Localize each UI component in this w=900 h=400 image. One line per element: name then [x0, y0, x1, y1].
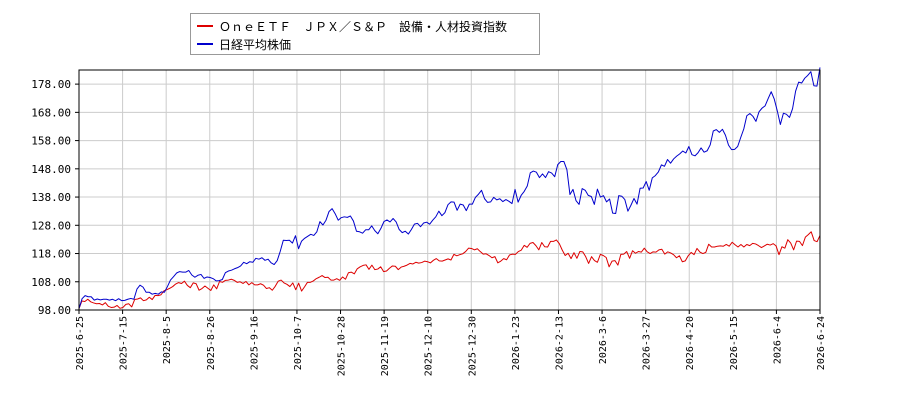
legend-label-onetf: ＯｎｅＥＴＦ ＪＰＸ／Ｓ＆Ｐ 設備・人材投資指数 [219, 19, 508, 34]
legend-swatch-red [197, 25, 213, 27]
x-tick-label: 2026-6-24 [816, 316, 827, 370]
series-line-1 [78, 67, 821, 309]
x-tick-label: 2025-9-16 [249, 316, 260, 370]
series-layer [78, 67, 821, 309]
y-tick-label: 178.00 [31, 78, 71, 91]
plot-frame [78, 69, 821, 311]
x-tick-label: 2026-2-13 [554, 316, 565, 370]
y-tick-label: 118.00 [31, 248, 71, 261]
series-line-0 [78, 231, 821, 309]
x-tick-label: 2025-8-26 [206, 316, 217, 370]
x-tick-label: 2026-6-4 [772, 316, 783, 364]
legend-label-nikkei: 日経平均株価 [219, 37, 292, 52]
legend-swatch-blue [197, 43, 213, 45]
axis-layer: 98.00 108.00 118.00 128.00 138.00 148.00 158.0… [31, 69, 827, 376]
x-tick-label: 2026-3-27 [642, 316, 653, 370]
x-tick-label: 2026-5-15 [729, 316, 740, 370]
y-tick-label: 158.00 [31, 135, 71, 148]
x-tick-label: 2026-1-23 [511, 316, 522, 370]
y-tick-label: 168.00 [31, 106, 71, 119]
x-tick-label: 2025-7-15 [119, 316, 130, 370]
plot-area [79, 70, 820, 310]
x-tick-label: 2025-10-28 [337, 316, 348, 376]
x-tick-label: 2025-12-30 [467, 316, 478, 376]
x-tick-label: 2025-8-5 [162, 316, 173, 364]
grid-layer [78, 70, 821, 311]
y-tick-label: 128.00 [31, 219, 71, 232]
legend-entry-nikkei: 日経平均株価 [197, 35, 291, 53]
x-tick-label: 2025-11-19 [380, 316, 391, 376]
x-tick-label: 2026-4-20 [685, 316, 696, 370]
y-tick-label: 108.00 [31, 276, 71, 289]
x-tick-label: 2025-12-10 [424, 316, 435, 376]
x-tick-label: 2025-6-25 [75, 316, 86, 370]
x-tick-label: 2025-10-7 [293, 316, 304, 370]
y-tick-label: 138.00 [31, 191, 71, 204]
y-tick-label: 98.00 [38, 304, 71, 317]
legend-entry-onetf: ＯｎｅＥＴＦ ＪＰＸ／Ｓ＆Ｐ 設備・人材投資指数 [197, 17, 507, 35]
y-tick-label: 148.00 [31, 163, 71, 176]
x-tick-label: 2026-3-6 [598, 316, 609, 364]
legend: ＯｎｅＥＴＦ ＪＰＸ／Ｓ＆Ｐ 設備・人材投資指数 日経平均株価 [190, 13, 540, 55]
